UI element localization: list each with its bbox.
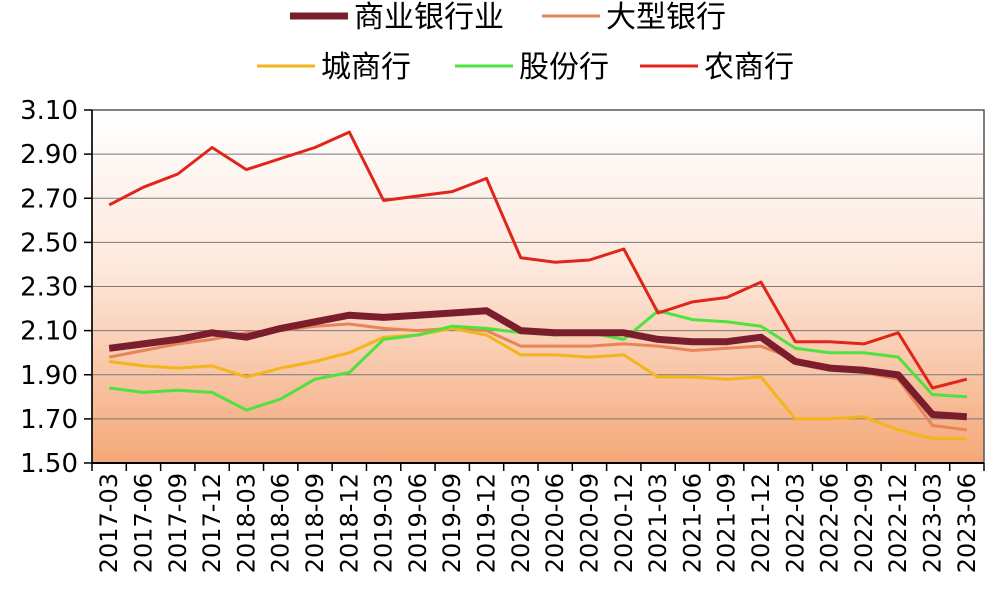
x-tick-label: 2021-03 [644, 473, 672, 573]
x-tick-label: 2018-09 [301, 473, 329, 573]
x-tick-label: 2022-03 [781, 473, 809, 573]
x-tick-label: 2023-03 [919, 473, 947, 573]
x-tick-label: 2019-06 [404, 473, 432, 573]
x-tick-label: 2021-12 [747, 473, 775, 573]
legend-label-0: 商业银行业 [354, 0, 504, 35]
legend-label-3: 股份行 [519, 50, 609, 85]
y-tick-label: 1.50 [20, 449, 78, 479]
y-tick-label: 2.90 [20, 140, 78, 170]
x-tick-label: 2019-03 [370, 473, 398, 573]
x-tick-label: 2018-03 [232, 473, 260, 573]
x-tick-label: 2019-09 [438, 473, 466, 573]
y-tick-label: 1.70 [20, 405, 78, 435]
y-tick-label: 2.30 [20, 273, 78, 303]
x-tick-label: 2023-06 [953, 473, 981, 573]
x-tick-label: 2017-09 [164, 473, 192, 573]
y-tick-label: 2.50 [20, 228, 78, 258]
x-tick-label: 2018-12 [335, 473, 363, 573]
series-line-0 [108, 307, 968, 421]
legend-label-4: 农商行 [704, 50, 794, 85]
legend-label-2: 城商行 [321, 50, 411, 85]
x-tick-label: 2022-12 [884, 473, 912, 573]
x-tick-label: 2022-06 [816, 473, 844, 573]
x-tick-label: 2020-03 [507, 473, 535, 573]
x-tick-label: 2022-09 [850, 473, 878, 573]
series-lines [108, 130, 968, 441]
y-tick-label: 3.10 [20, 96, 78, 126]
x-tick-label: 2021-09 [713, 473, 741, 573]
x-tick-label: 2017-12 [198, 473, 226, 573]
y-tick-label: 2.10 [20, 317, 78, 347]
x-tick-label: 2019-12 [473, 473, 501, 573]
y-tick-label: 1.90 [20, 361, 78, 391]
x-tick-label: 2018-06 [267, 473, 295, 573]
x-tick-label: 2020-09 [575, 473, 603, 573]
x-axis: 2017-03 2017-06 2017-09 2017-12 2018-03 2018-… [91, 462, 985, 573]
series-line-4 [108, 130, 968, 390]
series-line-2 [109, 326, 967, 441]
legend-label-1: 大型银行 [606, 0, 726, 35]
x-tick-label: 2021-06 [678, 473, 706, 573]
y-axis: 3.10 2.90 2.70 2.50 2.30 2.10 1.90 1.70 1.50 [20, 96, 93, 479]
x-tick-label: 2017-03 [95, 473, 123, 573]
x-tick-label: 2020-12 [610, 473, 638, 573]
y-tick-label: 2.70 [20, 184, 78, 214]
x-tick-label: 2017-06 [129, 473, 157, 573]
x-tick-label: 2020-06 [541, 473, 569, 573]
